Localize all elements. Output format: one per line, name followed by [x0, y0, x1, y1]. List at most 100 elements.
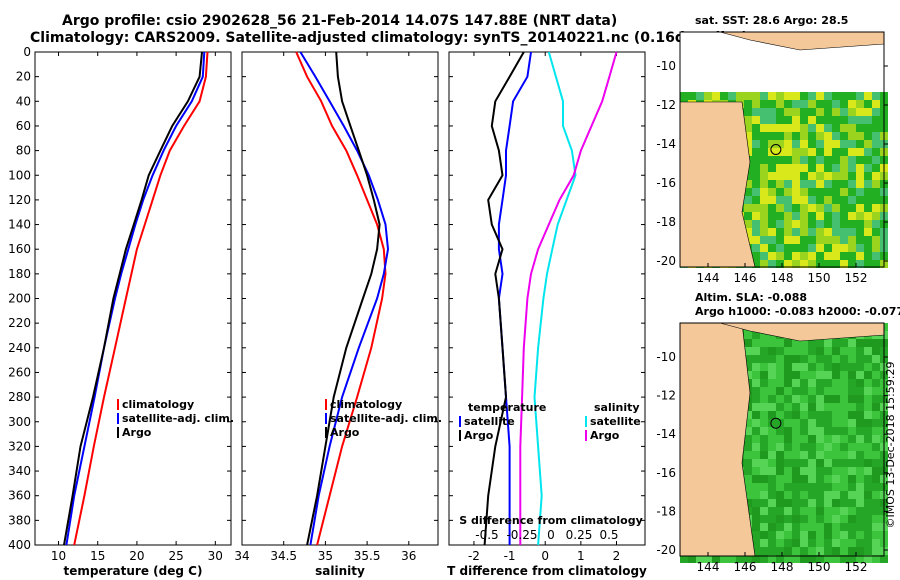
map-y-tick-label: -10 [656, 59, 676, 73]
map-cell [800, 228, 808, 236]
map-cell [848, 108, 856, 116]
map-cell [744, 212, 752, 220]
map-cell [824, 419, 832, 427]
map-cell [808, 459, 816, 467]
map-cell [872, 427, 880, 435]
map-cell [824, 172, 832, 180]
map-cell [792, 459, 800, 467]
map-cell [808, 555, 816, 563]
map-cell [832, 515, 840, 523]
map-cell [776, 220, 784, 228]
map-cell [848, 148, 856, 156]
map-cell [680, 92, 688, 100]
map-cell [752, 92, 760, 100]
map-cell [856, 116, 864, 124]
map-cell [824, 451, 832, 459]
map-cell [784, 547, 792, 555]
map-x-tick-label: 146 [734, 560, 757, 574]
map-cell [872, 108, 880, 116]
map-cell [760, 435, 768, 443]
map-cell [872, 451, 880, 459]
map-x-tick-label: 148 [771, 271, 794, 285]
map-cell [864, 260, 872, 268]
y-tick-label: 320 [8, 439, 31, 453]
map-cell [784, 427, 792, 435]
map-cell [776, 483, 784, 491]
map-cell [824, 467, 832, 475]
s-diff-tick-label: 0 [547, 528, 555, 542]
map-cell [760, 547, 768, 555]
map-cell [784, 499, 792, 507]
map-cell [832, 451, 840, 459]
map-cell [768, 355, 776, 363]
map-cell [856, 443, 864, 451]
map-cell [816, 252, 824, 260]
map-cell [752, 180, 760, 188]
map-cell [744, 116, 752, 124]
map-cell [824, 371, 832, 379]
map-cell [832, 507, 840, 515]
map-cell [752, 451, 760, 459]
map-cell [872, 395, 880, 403]
map-cell [792, 451, 800, 459]
map-cell [816, 108, 824, 116]
map-cell [760, 236, 768, 244]
map-cell [760, 172, 768, 180]
map-cell [728, 92, 736, 100]
map-cell [824, 475, 832, 483]
map-cell [776, 395, 784, 403]
map-cell [800, 212, 808, 220]
map-cell [856, 124, 864, 132]
map-cell [824, 555, 832, 563]
map-cell [776, 467, 784, 475]
map-cell [816, 539, 824, 547]
map-cell [768, 172, 776, 180]
map-cell [792, 220, 800, 228]
map-cell [864, 92, 872, 100]
map-cell [840, 467, 848, 475]
map-cell [784, 347, 792, 355]
figure-title-line1: Argo profile: csio 2902628_56 21-Feb-201… [62, 13, 618, 29]
map-cell [872, 140, 880, 148]
map-cell [848, 483, 856, 491]
map-cell [744, 132, 752, 140]
map-cell [848, 132, 856, 140]
map-cell [872, 156, 880, 164]
y-tick-label: 280 [8, 390, 31, 404]
map-cell [848, 164, 856, 172]
map-cell [848, 427, 856, 435]
map-cell [816, 523, 824, 531]
map-cell [840, 435, 848, 443]
map-cell [872, 148, 880, 156]
map-cell [840, 244, 848, 252]
map-cell [864, 371, 872, 379]
map-cell [752, 459, 760, 467]
map-cell [864, 483, 872, 491]
map-cell [832, 443, 840, 451]
map-cell [816, 379, 824, 387]
map-cell [800, 531, 808, 539]
map-cell [848, 539, 856, 547]
map-cell [792, 507, 800, 515]
map-cell [784, 140, 792, 148]
map-cell [808, 467, 816, 475]
map-cell [760, 204, 768, 212]
x-tick-label: 25 [168, 549, 183, 563]
map-cell [848, 523, 856, 531]
map-cell [768, 459, 776, 467]
map-cell [856, 539, 864, 547]
map-cell [816, 371, 824, 379]
map-cell [768, 108, 776, 116]
map-title: Argo h1000: -0.083 h2000: -0.077 [695, 305, 900, 318]
series-line-s-argo [519, 51, 618, 545]
map-cell [792, 236, 800, 244]
map-cell [816, 100, 824, 108]
map-cell [792, 491, 800, 499]
map-cell [808, 539, 816, 547]
map-cell [800, 403, 808, 411]
map-cell [784, 467, 792, 475]
map-cell [776, 523, 784, 531]
map-cell [744, 204, 752, 212]
map-cell [784, 260, 792, 268]
map-cell [816, 236, 824, 244]
